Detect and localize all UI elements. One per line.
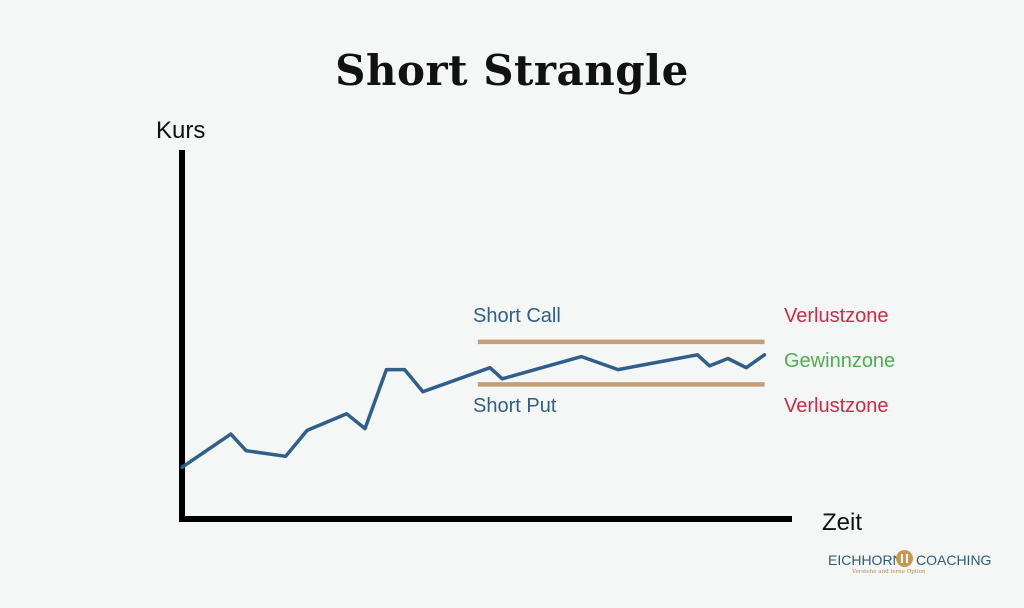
chart-title: Short Strangle xyxy=(335,46,689,95)
x-axis-label: Zeit xyxy=(822,509,862,536)
short-call-label: Short Call xyxy=(473,305,561,327)
price-series-line xyxy=(180,353,767,470)
logo-mark-icon xyxy=(896,550,913,567)
lower-loss-zone-label: Verlustzone xyxy=(784,395,889,417)
logo-text-right: COACHING xyxy=(916,552,992,568)
brand-logo: EICHHORN COACHING Verstehe und lerne Opt… xyxy=(828,548,992,578)
profit-zone-label: Gewinnzone xyxy=(784,350,895,372)
y-axis-label: Kurs xyxy=(156,117,205,144)
short-put-label: Short Put xyxy=(473,395,557,417)
logo-text-left: EICHHORN xyxy=(828,552,903,568)
upper-loss-zone-label: Verlustzone xyxy=(784,305,889,327)
logo-tagline: Verstehe und lerne Option xyxy=(852,569,926,575)
